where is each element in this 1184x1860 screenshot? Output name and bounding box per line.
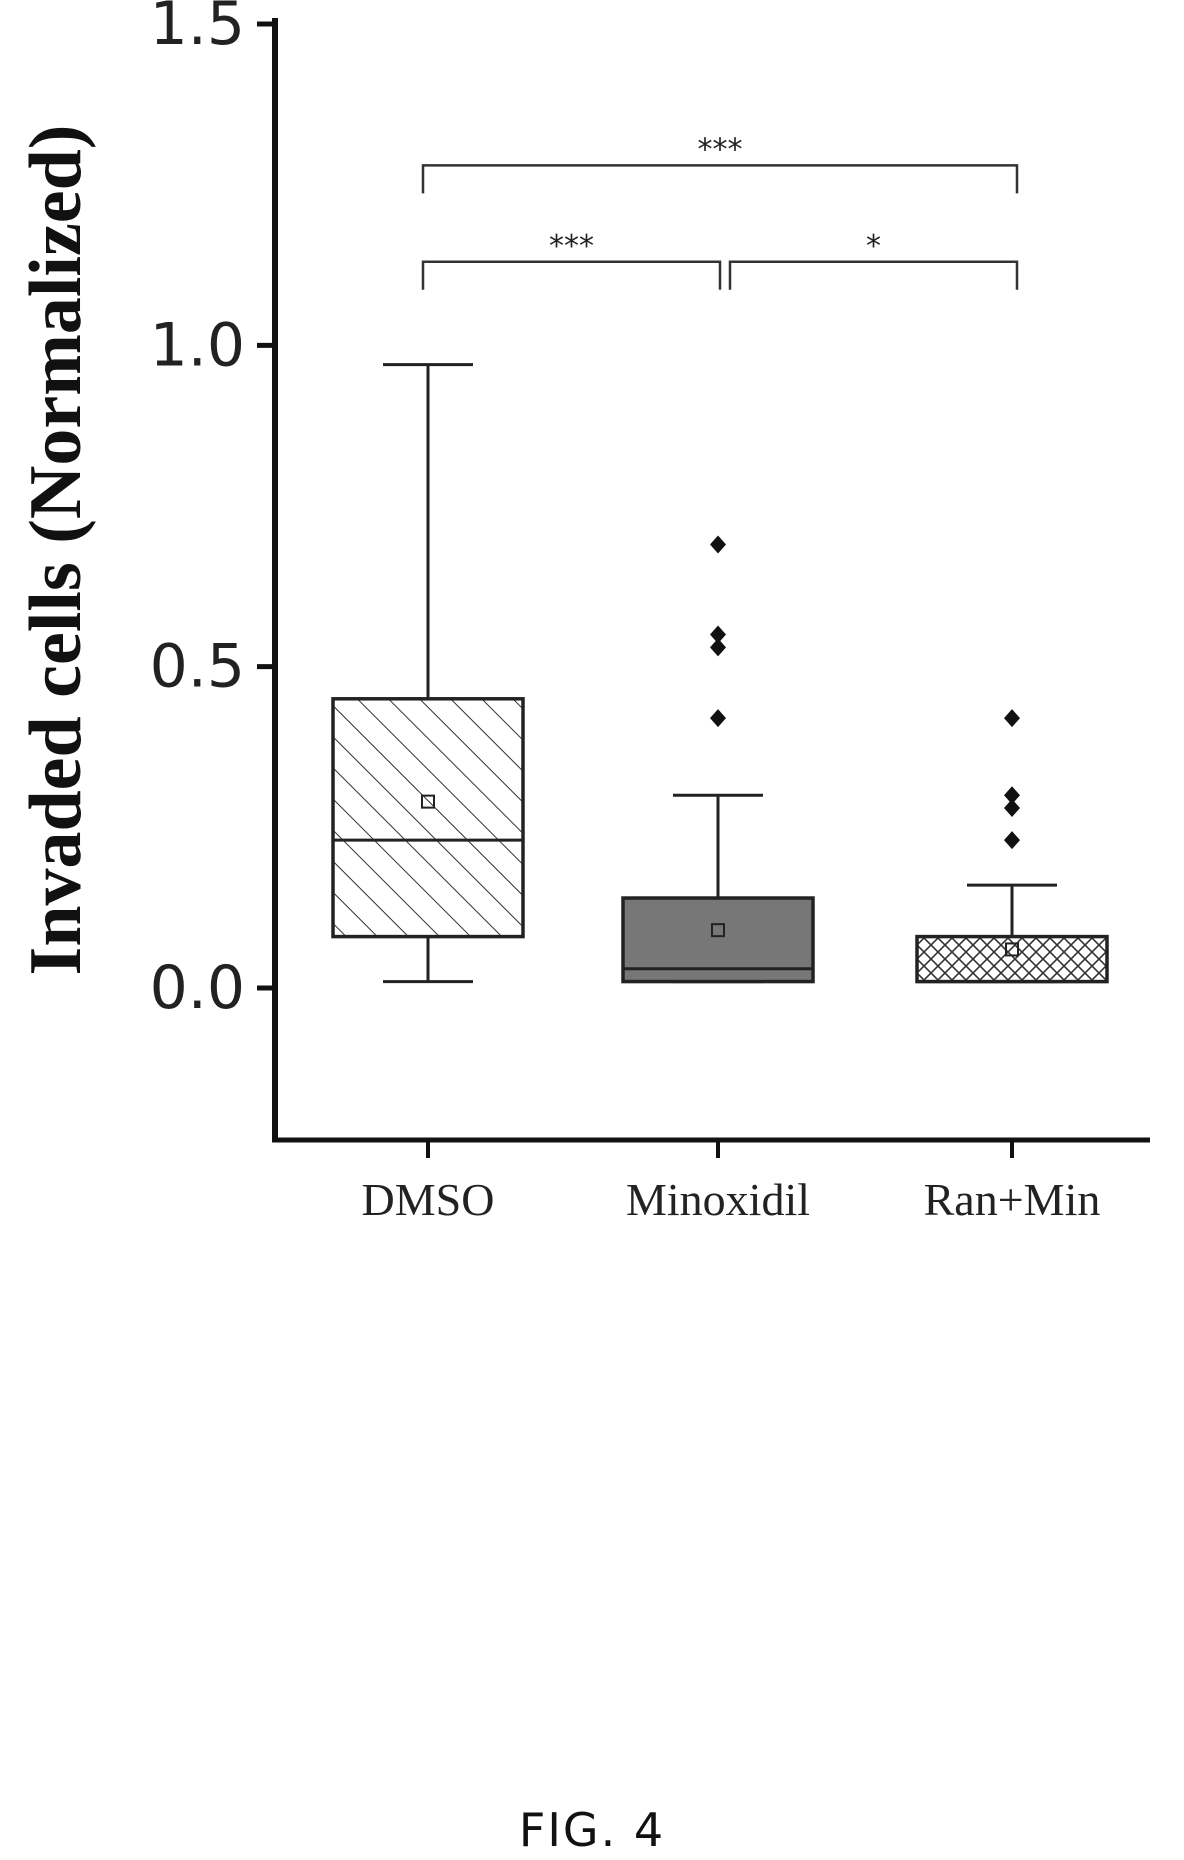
outlier-point [710, 709, 726, 728]
x-tick-label: Minoxidil [626, 1174, 810, 1225]
outlier-point [1004, 831, 1020, 850]
significance-label: *** [698, 132, 743, 167]
x-tick-label: DMSO [362, 1174, 495, 1225]
significance-label: * [866, 229, 881, 264]
outlier-point [1004, 709, 1020, 728]
outlier-point [710, 625, 726, 644]
y-tick-label: 1.5 [150, 0, 245, 59]
box-body [331, 697, 525, 939]
y-tick-label: 0.5 [150, 632, 245, 702]
y-axis-label: Invaded cells (Normalized) [15, 125, 97, 976]
outlier-point [710, 535, 726, 554]
outlier-point [710, 638, 726, 657]
y-tick-label: 0.0 [150, 953, 245, 1023]
y-tick-label: 1.0 [150, 310, 245, 380]
figure-caption: FIG. 4 [518, 1803, 666, 1857]
significance-bracket [421, 260, 722, 290]
mean-marker [421, 794, 435, 809]
significance-bracket [728, 260, 1019, 290]
box-minoxidil [621, 535, 815, 984]
significance-bracket [421, 164, 1019, 194]
mean-marker [711, 923, 725, 938]
mean-marker [1005, 942, 1019, 957]
outlier-point [1004, 799, 1020, 818]
significance-label: *** [549, 229, 594, 264]
box-dmso [331, 363, 525, 984]
x-tick-label: Ran+Min [924, 1174, 1101, 1225]
box-ran-min [915, 709, 1109, 984]
outlier-point [1004, 786, 1020, 805]
